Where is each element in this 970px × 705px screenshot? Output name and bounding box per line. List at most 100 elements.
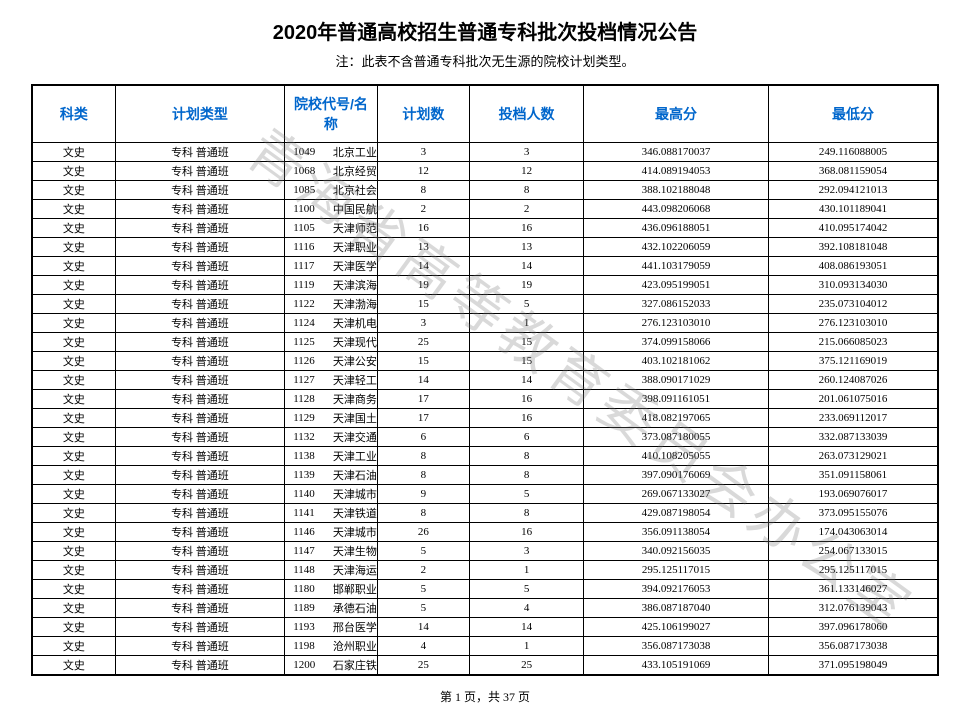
cell-code: 1049 (285, 143, 331, 162)
cell-high: 295.125117015 (584, 561, 769, 580)
cell-high: 441.103179059 (584, 257, 769, 276)
cell-count: 5 (377, 580, 469, 599)
header-category: 科类 (32, 85, 115, 143)
table-header-row: 科类 计划类型 院校代号/名称 计划数 投档人数 最高分 最低分 (32, 85, 938, 143)
cell-code: 1139 (285, 466, 331, 485)
cell-high: 276.123103010 (584, 314, 769, 333)
cell-plantype: 专科 普通班 (115, 314, 284, 333)
cell-plantype: 专科 普通班 (115, 580, 284, 599)
cell-low: 430.101189041 (768, 200, 938, 219)
table-row: 文史专科 普通班1116天津职业大学1313432.102206059392.1… (32, 238, 938, 257)
cell-low: 292.094121013 (768, 181, 938, 200)
cell-name: 北京工业职业技术学院 (331, 143, 377, 162)
cell-code: 1147 (285, 542, 331, 561)
cell-category: 文史 (32, 257, 115, 276)
cell-code: 1124 (285, 314, 331, 333)
cell-plantype: 专科 普通班 (115, 542, 284, 561)
cell-plantype: 专科 普通班 (115, 333, 284, 352)
cell-high: 423.095199051 (584, 276, 769, 295)
cell-low: 193.069076017 (768, 485, 938, 504)
cell-high: 436.096188051 (584, 219, 769, 238)
cell-admitted: 6 (470, 428, 584, 447)
cell-category: 文史 (32, 428, 115, 447)
page-note: 注：此表不含普通专科批次无生源的院校计划类型。 (0, 51, 970, 70)
cell-low: 410.095174042 (768, 219, 938, 238)
cell-category: 文史 (32, 162, 115, 181)
cell-admitted: 1 (470, 561, 584, 580)
cell-count: 14 (377, 257, 469, 276)
cell-code: 1138 (285, 447, 331, 466)
cell-low: 368.081159054 (768, 162, 938, 181)
cell-plantype: 专科 普通班 (115, 618, 284, 637)
table-row: 文史专科 普通班1146天津城市建设管理职业技术学院2616356.091138… (32, 523, 938, 542)
cell-name: 天津商务职业学院 (331, 390, 377, 409)
cell-admitted: 16 (470, 409, 584, 428)
cell-category: 文史 (32, 561, 115, 580)
cell-plantype: 专科 普通班 (115, 200, 284, 219)
header-high: 最高分 (584, 85, 769, 143)
cell-high: 356.087173038 (584, 637, 769, 656)
cell-name: 北京社会管理职业学院 (331, 181, 377, 200)
cell-category: 文史 (32, 371, 115, 390)
cell-name: 北京经贸职业学院 (331, 162, 377, 181)
cell-plantype: 专科 普通班 (115, 637, 284, 656)
cell-name: 天津医学高等专科学校 (331, 257, 377, 276)
cell-high: 394.092176053 (584, 580, 769, 599)
cell-count: 8 (377, 466, 469, 485)
table-row: 文史专科 普通班1049北京工业职业技术学院33346.088170037249… (32, 143, 938, 162)
cell-name: 天津公安警官职业学院 (331, 352, 377, 371)
cell-high: 388.102188048 (584, 181, 769, 200)
cell-name: 石家庄铁路职业技术学院 (331, 656, 377, 676)
cell-code: 1193 (285, 618, 331, 637)
cell-category: 文史 (32, 295, 115, 314)
cell-high: 414.089194053 (584, 162, 769, 181)
cell-low: 276.123103010 (768, 314, 938, 333)
cell-high: 410.108205055 (584, 447, 769, 466)
cell-plantype: 专科 普通班 (115, 181, 284, 200)
cell-count: 17 (377, 409, 469, 428)
cell-admitted: 15 (470, 352, 584, 371)
cell-name: 邯郸职业技术学院 (331, 580, 377, 599)
cell-name: 天津铁道职业技术学院 (331, 504, 377, 523)
cell-count: 8 (377, 504, 469, 523)
table-row: 文史专科 普通班1125天津现代职业技术学院2515374.0991580662… (32, 333, 938, 352)
cell-low: 201.061075016 (768, 390, 938, 409)
cell-code: 1125 (285, 333, 331, 352)
cell-admitted: 16 (470, 219, 584, 238)
cell-code: 1189 (285, 599, 331, 618)
cell-admitted: 3 (470, 542, 584, 561)
admission-table: 科类 计划类型 院校代号/名称 计划数 投档人数 最高分 最低分 文史专科 普通… (31, 84, 939, 676)
cell-category: 文史 (32, 200, 115, 219)
header-count: 计划数 (377, 85, 469, 143)
table-row: 文史专科 普通班1068北京经贸职业学院1212414.089194053368… (32, 162, 938, 181)
cell-count: 25 (377, 656, 469, 676)
table-row: 文史专科 普通班1132天津交通职业学院66373.087180055332.0… (32, 428, 938, 447)
table-row: 文史专科 普通班1124天津机电职业技术学院31276.123103010276… (32, 314, 938, 333)
cell-low: 249.116088005 (768, 143, 938, 162)
cell-high: 269.067133027 (584, 485, 769, 504)
cell-plantype: 专科 普通班 (115, 143, 284, 162)
cell-name: 邢台医学高等专科学校 (331, 618, 377, 637)
cell-count: 13 (377, 238, 469, 257)
cell-category: 文史 (32, 504, 115, 523)
table-row: 文史专科 普通班1128天津商务职业学院1716398.091161051201… (32, 390, 938, 409)
cell-plantype: 专科 普通班 (115, 238, 284, 257)
cell-low: 215.066085023 (768, 333, 938, 352)
cell-count: 15 (377, 352, 469, 371)
table-row: 文史专科 普通班1141天津铁道职业技术学院88429.087198054373… (32, 504, 938, 523)
cell-name: 天津滨海职业学院 (331, 276, 377, 295)
cell-plantype: 专科 普通班 (115, 428, 284, 447)
cell-plantype: 专科 普通班 (115, 352, 284, 371)
cell-category: 文史 (32, 276, 115, 295)
table-row: 文史专科 普通班1180邯郸职业技术学院55394.092176053361.1… (32, 580, 938, 599)
cell-admitted: 5 (470, 295, 584, 314)
cell-count: 17 (377, 390, 469, 409)
cell-plantype: 专科 普通班 (115, 390, 284, 409)
cell-count: 6 (377, 428, 469, 447)
cell-plantype: 专科 普通班 (115, 162, 284, 181)
cell-name: 天津生物工程职业技术学院 (331, 542, 377, 561)
cell-admitted: 15 (470, 333, 584, 352)
cell-category: 文史 (32, 523, 115, 542)
cell-low: 371.095198049 (768, 656, 938, 676)
cell-admitted: 16 (470, 390, 584, 409)
